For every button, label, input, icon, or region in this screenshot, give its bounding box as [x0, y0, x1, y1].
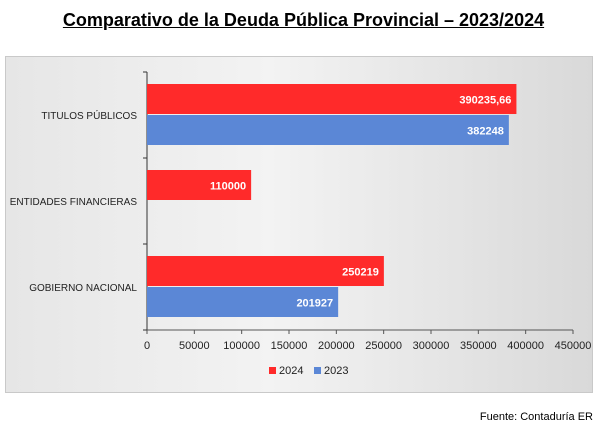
- bar-2024: [147, 84, 517, 114]
- source-note: Fuente: Contaduría ER: [479, 411, 593, 423]
- x-tick-label: 400000: [507, 340, 544, 352]
- bar-2023: [147, 115, 509, 145]
- chart-title: Comparativo de la Deuda Pública Provinci…: [62, 10, 545, 30]
- bar-2024: [147, 170, 252, 200]
- x-tick-label: 50000: [179, 340, 210, 352]
- data-label-2024: 110000: [210, 181, 246, 193]
- x-tick-label: 450000: [555, 340, 592, 352]
- x-tick-label: 300000: [413, 340, 450, 352]
- legend-label-2024: 2024: [279, 365, 303, 377]
- category-label: TITULOS PÚBLICOS: [41, 109, 137, 122]
- bar-2023: [147, 287, 339, 317]
- data-label-2023: 201927: [296, 298, 333, 310]
- data-label-2024: 250219: [342, 267, 379, 279]
- category-label: GOBIERNO NACIONAL: [29, 283, 137, 294]
- x-tick-label: 250000: [365, 340, 402, 352]
- data-label-2023: 382248: [467, 126, 504, 138]
- x-tick-label: 150000: [271, 340, 308, 352]
- x-tick-label: 100000: [223, 340, 260, 352]
- x-tick-label: 0: [144, 340, 150, 352]
- legend-label-2023: 2023: [324, 365, 348, 377]
- legend-swatch-2023: [314, 367, 321, 374]
- category-label: ENTIDADES FINANCIERAS: [10, 197, 138, 208]
- x-tick-label: 200000: [318, 340, 355, 352]
- bar-2024: [147, 256, 384, 286]
- legend-swatch-2024: [269, 367, 276, 374]
- x-tick-label: 350000: [460, 340, 497, 352]
- data-label-2024: 390235,66: [459, 95, 511, 107]
